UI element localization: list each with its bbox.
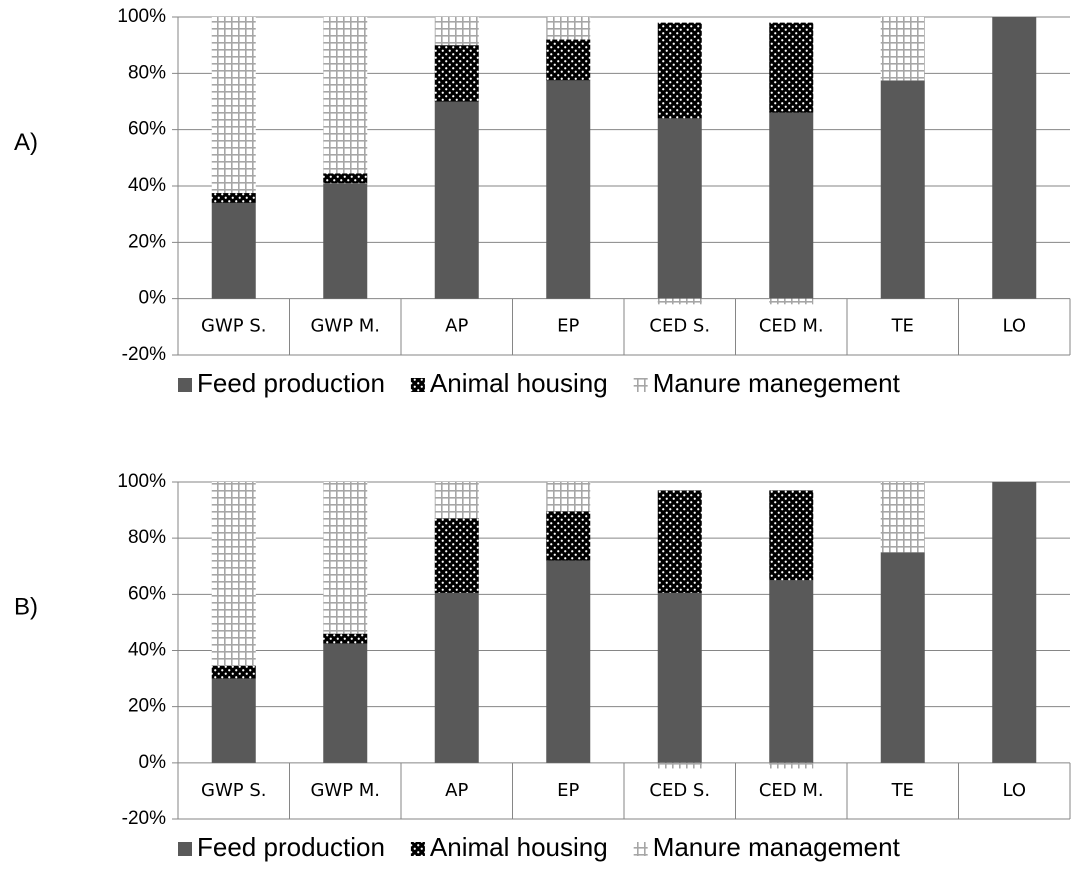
bar-segment — [880, 80, 925, 299]
x-tick-label: GWP S. — [201, 316, 266, 337]
bar-segment — [657, 118, 702, 299]
y-tick-label: 80% — [128, 527, 166, 548]
x-tick-label: CED S. — [649, 316, 710, 337]
bar-segment — [546, 17, 591, 40]
x-tick-label: AP — [445, 780, 468, 801]
legend-swatch — [178, 378, 192, 392]
bar-segment — [211, 193, 256, 203]
bar-segment — [323, 17, 368, 174]
bar-segment — [769, 298, 814, 305]
bar-segment — [434, 45, 479, 102]
legend-label: Feed production — [197, 832, 385, 862]
x-tick-label: GWP M. — [310, 316, 380, 337]
bar-segment — [323, 633, 368, 644]
y-tick-label: -20% — [122, 808, 166, 829]
x-tick-label: GWP M. — [310, 780, 380, 801]
bar-segment — [211, 665, 256, 679]
x-tick-label: GWP S. — [201, 780, 266, 801]
bar-segment — [211, 678, 256, 763]
bar-segment — [769, 580, 814, 763]
bar-segment — [769, 762, 814, 769]
bar-segment — [211, 482, 256, 666]
legend-swatch — [410, 842, 425, 856]
bar-segment — [657, 298, 702, 305]
bar-segment — [323, 183, 368, 299]
bar-segment — [657, 762, 702, 769]
x-tick-label: CED M. — [759, 316, 824, 337]
bar-segment — [211, 17, 256, 194]
legend-label: Animal housing — [430, 368, 608, 398]
x-tick-label: TE — [891, 316, 914, 337]
y-tick-label: -20% — [122, 344, 166, 365]
y-tick-label: 40% — [128, 640, 166, 661]
bar-segment — [657, 490, 702, 593]
bar-segment — [769, 22, 814, 113]
y-tick-label: 20% — [128, 231, 166, 252]
bar-segment — [434, 101, 479, 299]
bar-segment — [546, 511, 591, 561]
x-tick-label: AP — [445, 316, 468, 337]
x-tick-label: LO — [1002, 780, 1026, 801]
y-tick-label: 60% — [128, 119, 166, 140]
legend-swatch — [633, 842, 648, 856]
y-tick-label: 0% — [139, 288, 167, 309]
bar-segment — [769, 490, 814, 581]
legend-swatch — [410, 378, 425, 392]
legend-label: Animal housing — [430, 832, 608, 862]
y-tick-label: 0% — [139, 752, 167, 773]
bar-segment — [434, 592, 479, 763]
bar-segment — [211, 202, 256, 299]
x-tick-label: TE — [891, 780, 914, 801]
y-tick-label: 60% — [128, 583, 166, 604]
bar-segment — [657, 22, 702, 119]
bar-segment — [323, 643, 368, 763]
bar-segment — [434, 17, 479, 46]
x-tick-label: LO — [1002, 316, 1026, 337]
bar-segment — [546, 560, 591, 763]
x-tick-label: EP — [557, 316, 579, 337]
panel-label: B) — [14, 594, 38, 621]
legend-label: Feed production — [197, 368, 385, 398]
x-tick-label: EP — [557, 780, 579, 801]
bar-segment — [434, 518, 479, 593]
legend-swatch — [633, 378, 648, 392]
bar-segment — [323, 482, 368, 634]
bar-segment — [880, 482, 925, 553]
bar-segment — [323, 173, 368, 184]
bar-segment — [992, 17, 1037, 299]
y-tick-label: 100% — [117, 6, 166, 27]
panel-label: A) — [14, 129, 38, 156]
x-tick-label: CED M. — [759, 780, 824, 801]
bar-segment — [657, 592, 702, 763]
legend-swatch — [178, 842, 192, 856]
y-tick-label: 20% — [128, 696, 166, 717]
y-tick-label: 40% — [128, 175, 166, 196]
legend-label: Manure manegement — [653, 368, 901, 398]
bar-segment — [434, 482, 479, 519]
legend-label: Manure management — [653, 832, 901, 862]
bar-segment — [769, 112, 814, 299]
bar-segment — [546, 482, 591, 512]
bar-segment — [880, 17, 925, 81]
bar-segment — [546, 80, 591, 299]
bar-segment — [992, 482, 1037, 763]
x-tick-label: CED S. — [649, 780, 710, 801]
y-tick-label: 100% — [117, 471, 166, 492]
y-tick-label: 80% — [128, 62, 166, 83]
bar-segment — [546, 39, 591, 81]
bar-segment — [880, 552, 925, 763]
